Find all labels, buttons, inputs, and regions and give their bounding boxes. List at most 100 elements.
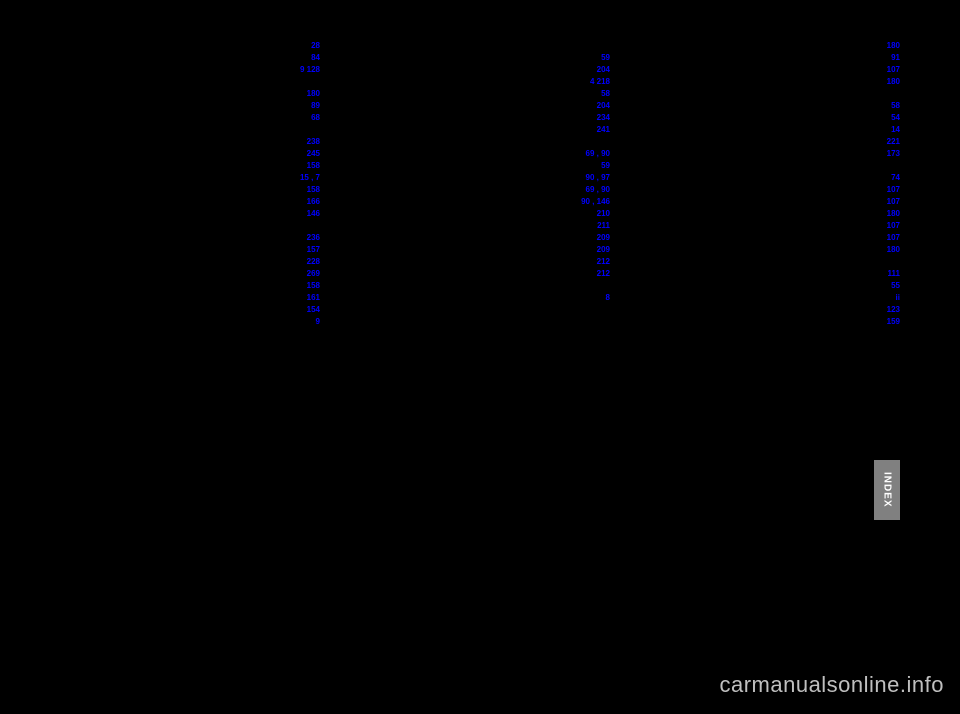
index-page-link[interactable]: 173 [887, 148, 900, 160]
index-page-link[interactable]: 236 [307, 232, 320, 244]
index-page-link[interactable]: 245 [307, 148, 320, 160]
index-page-link[interactable]: 90 , 97 [586, 172, 610, 184]
watermark: carmanualsonline.info [719, 672, 944, 698]
index-page-link[interactable]: 180 [307, 88, 320, 100]
index-page-link[interactable]: 166 [307, 196, 320, 208]
index-page-link[interactable]: 211 [597, 220, 610, 232]
index-entry: Adjusting the Seats84 [60, 52, 320, 64]
index-entry: Brights, Headlights [350, 280, 610, 292]
index-entry-label: Specifications [640, 136, 689, 148]
index-entry: Shift Lock Release 9 [60, 316, 320, 328]
index-page-link[interactable]: 204 [597, 100, 610, 112]
index-page-link[interactable]: 161 [307, 292, 320, 304]
index-entry-label: Bulbs, Halogen [640, 160, 694, 172]
index-entry: Indicator 15 , 7 [60, 172, 320, 184]
index-entry-label: CD Player [640, 268, 676, 280]
index-page-link[interactable]: 221 [887, 136, 900, 148]
index-page-link[interactable]: 107 [887, 232, 900, 244]
index-entry-label: Before Driving [350, 100, 401, 112]
index-page-link[interactable]: 209 [597, 244, 610, 256]
index-page-link[interactable]: 84 [311, 52, 320, 64]
index-entry: Battery [350, 40, 610, 52]
index-page-link[interactable]: 55 [891, 280, 900, 292]
index-page-link[interactable]: 107 [887, 220, 900, 232]
index-page-link[interactable]: 59 [601, 160, 610, 172]
index-page-link[interactable]: 59 [601, 52, 610, 64]
index-page-link[interactable]: 210 [597, 208, 610, 220]
index-entry-label: Automatic Transmission [60, 244, 145, 256]
index-page-link[interactable]: 14 [891, 124, 900, 136]
index-page-link[interactable]: 146 [307, 208, 320, 220]
index-page-link[interactable]: 111 [888, 268, 900, 280]
index-entry-label: Appearance Care [60, 208, 123, 220]
index-page-link[interactable]: 238 [307, 136, 320, 148]
index-entry-label: Air Cleaner Element [60, 76, 132, 88]
index-page-link[interactable]: 107 [887, 184, 900, 196]
index-entry: Front Side Marker Lights 180 [640, 76, 900, 88]
index-entry-label: Headlights [640, 88, 678, 100]
index-page-link[interactable]: 154 [307, 304, 320, 316]
index-page-link[interactable]: 69 , 90 [586, 184, 610, 196]
index-page-link[interactable]: ii [896, 292, 900, 304]
index-page-link[interactable]: 204 [597, 64, 610, 76]
index-page-link[interactable]: 74 [891, 172, 900, 184]
index-entry-label: Anti-theft System [60, 196, 121, 208]
index-page-link[interactable]: 159 [887, 316, 900, 328]
index-page-link[interactable]: 228 [307, 256, 320, 268]
index-page-link[interactable]: 157 [307, 244, 320, 256]
index-entry-label: Anti-theft Steering Column Lock [60, 184, 173, 196]
index-page-link[interactable]: 58 [891, 100, 900, 112]
index-page-link[interactable]: 158 [307, 280, 320, 292]
index-page-link[interactable]: 91 [891, 52, 900, 64]
index-entry-label: Shift Lever Position Indicator [60, 292, 162, 304]
index-entry: Fluid 69 , 90 [350, 184, 610, 196]
index-page-link[interactable]: 269 [307, 268, 320, 280]
index-entry-label: High-mount Brake Light [640, 100, 724, 112]
index-page-link[interactable]: 15 , 7 [300, 172, 320, 184]
index-page-link[interactable]: 28 [311, 40, 320, 52]
index-entry-label: Shift Lever Positions [60, 304, 133, 316]
index-entry-label: Front Side Marker Lights [640, 76, 728, 88]
index-page-link[interactable]: 89 [311, 100, 320, 112]
index-page-link[interactable]: 54 [891, 112, 900, 124]
index-page-link[interactable]: 9 [316, 316, 320, 328]
index-page-link[interactable]: 180 [887, 208, 900, 220]
index-page-link[interactable]: 212 [597, 256, 610, 268]
index-page-link[interactable]: 4 218 [590, 76, 610, 88]
index-entry: System Indicator211 [350, 220, 610, 232]
index-entry-label: Braking System [350, 244, 406, 256]
index-page-link[interactable]: 68 [311, 112, 320, 124]
index-entry-label: Parking [350, 208, 377, 220]
index-entry-label: Shift Lock Release [60, 316, 127, 328]
index-entry-label: Break-in, New Car [350, 256, 415, 268]
index-page-link[interactable]: 9 128 [300, 64, 320, 76]
index-page-link[interactable]: 180 [887, 76, 900, 88]
index-page-link[interactable]: 107 [887, 64, 900, 76]
index-entry-label: Indicator [60, 172, 91, 184]
index-entry-label: Brake Lights [640, 52, 684, 64]
index-page-link[interactable]: 8 [606, 292, 610, 304]
index-page-link[interactable]: 158 [307, 160, 320, 172]
index-page-link[interactable]: 90 , 146 [581, 196, 610, 208]
index-page-link[interactable]: 180 [887, 244, 900, 256]
index-page-link[interactable]: 212 [597, 268, 610, 280]
index-entry-label: Air Flow Buttons [60, 112, 118, 124]
index-page-link[interactable]: 69 , 90 [586, 148, 610, 160]
index-entry: Operation 180 [640, 244, 900, 256]
columns-wrap: Additives, Engine Oil28Adjusting the Sea… [60, 40, 900, 328]
index-entry: Additives, Engine Oil28 [60, 40, 320, 52]
index-page-link[interactable]: 234 [597, 112, 610, 124]
index-entry-label: Shifting [60, 280, 87, 292]
index-entry-label: Fluid [350, 184, 367, 196]
index-page-link[interactable]: 107 [887, 196, 900, 208]
index-page-link[interactable]: 58 [601, 88, 610, 100]
index-page-link[interactable]: 209 [597, 232, 610, 244]
index-page-link[interactable]: 123 [887, 304, 900, 316]
index-entry-label: Light, Burned-out [350, 196, 411, 208]
index-page-link[interactable]: 180 [887, 40, 900, 52]
index-entry-label: Rear Side Marker Lights [640, 124, 726, 136]
index-entry-label: Brakes [350, 148, 375, 160]
index-page-link[interactable]: 158 [307, 184, 320, 196]
index-page-link[interactable]: 241 [597, 124, 610, 136]
index-entry-label: Operation [640, 244, 675, 256]
